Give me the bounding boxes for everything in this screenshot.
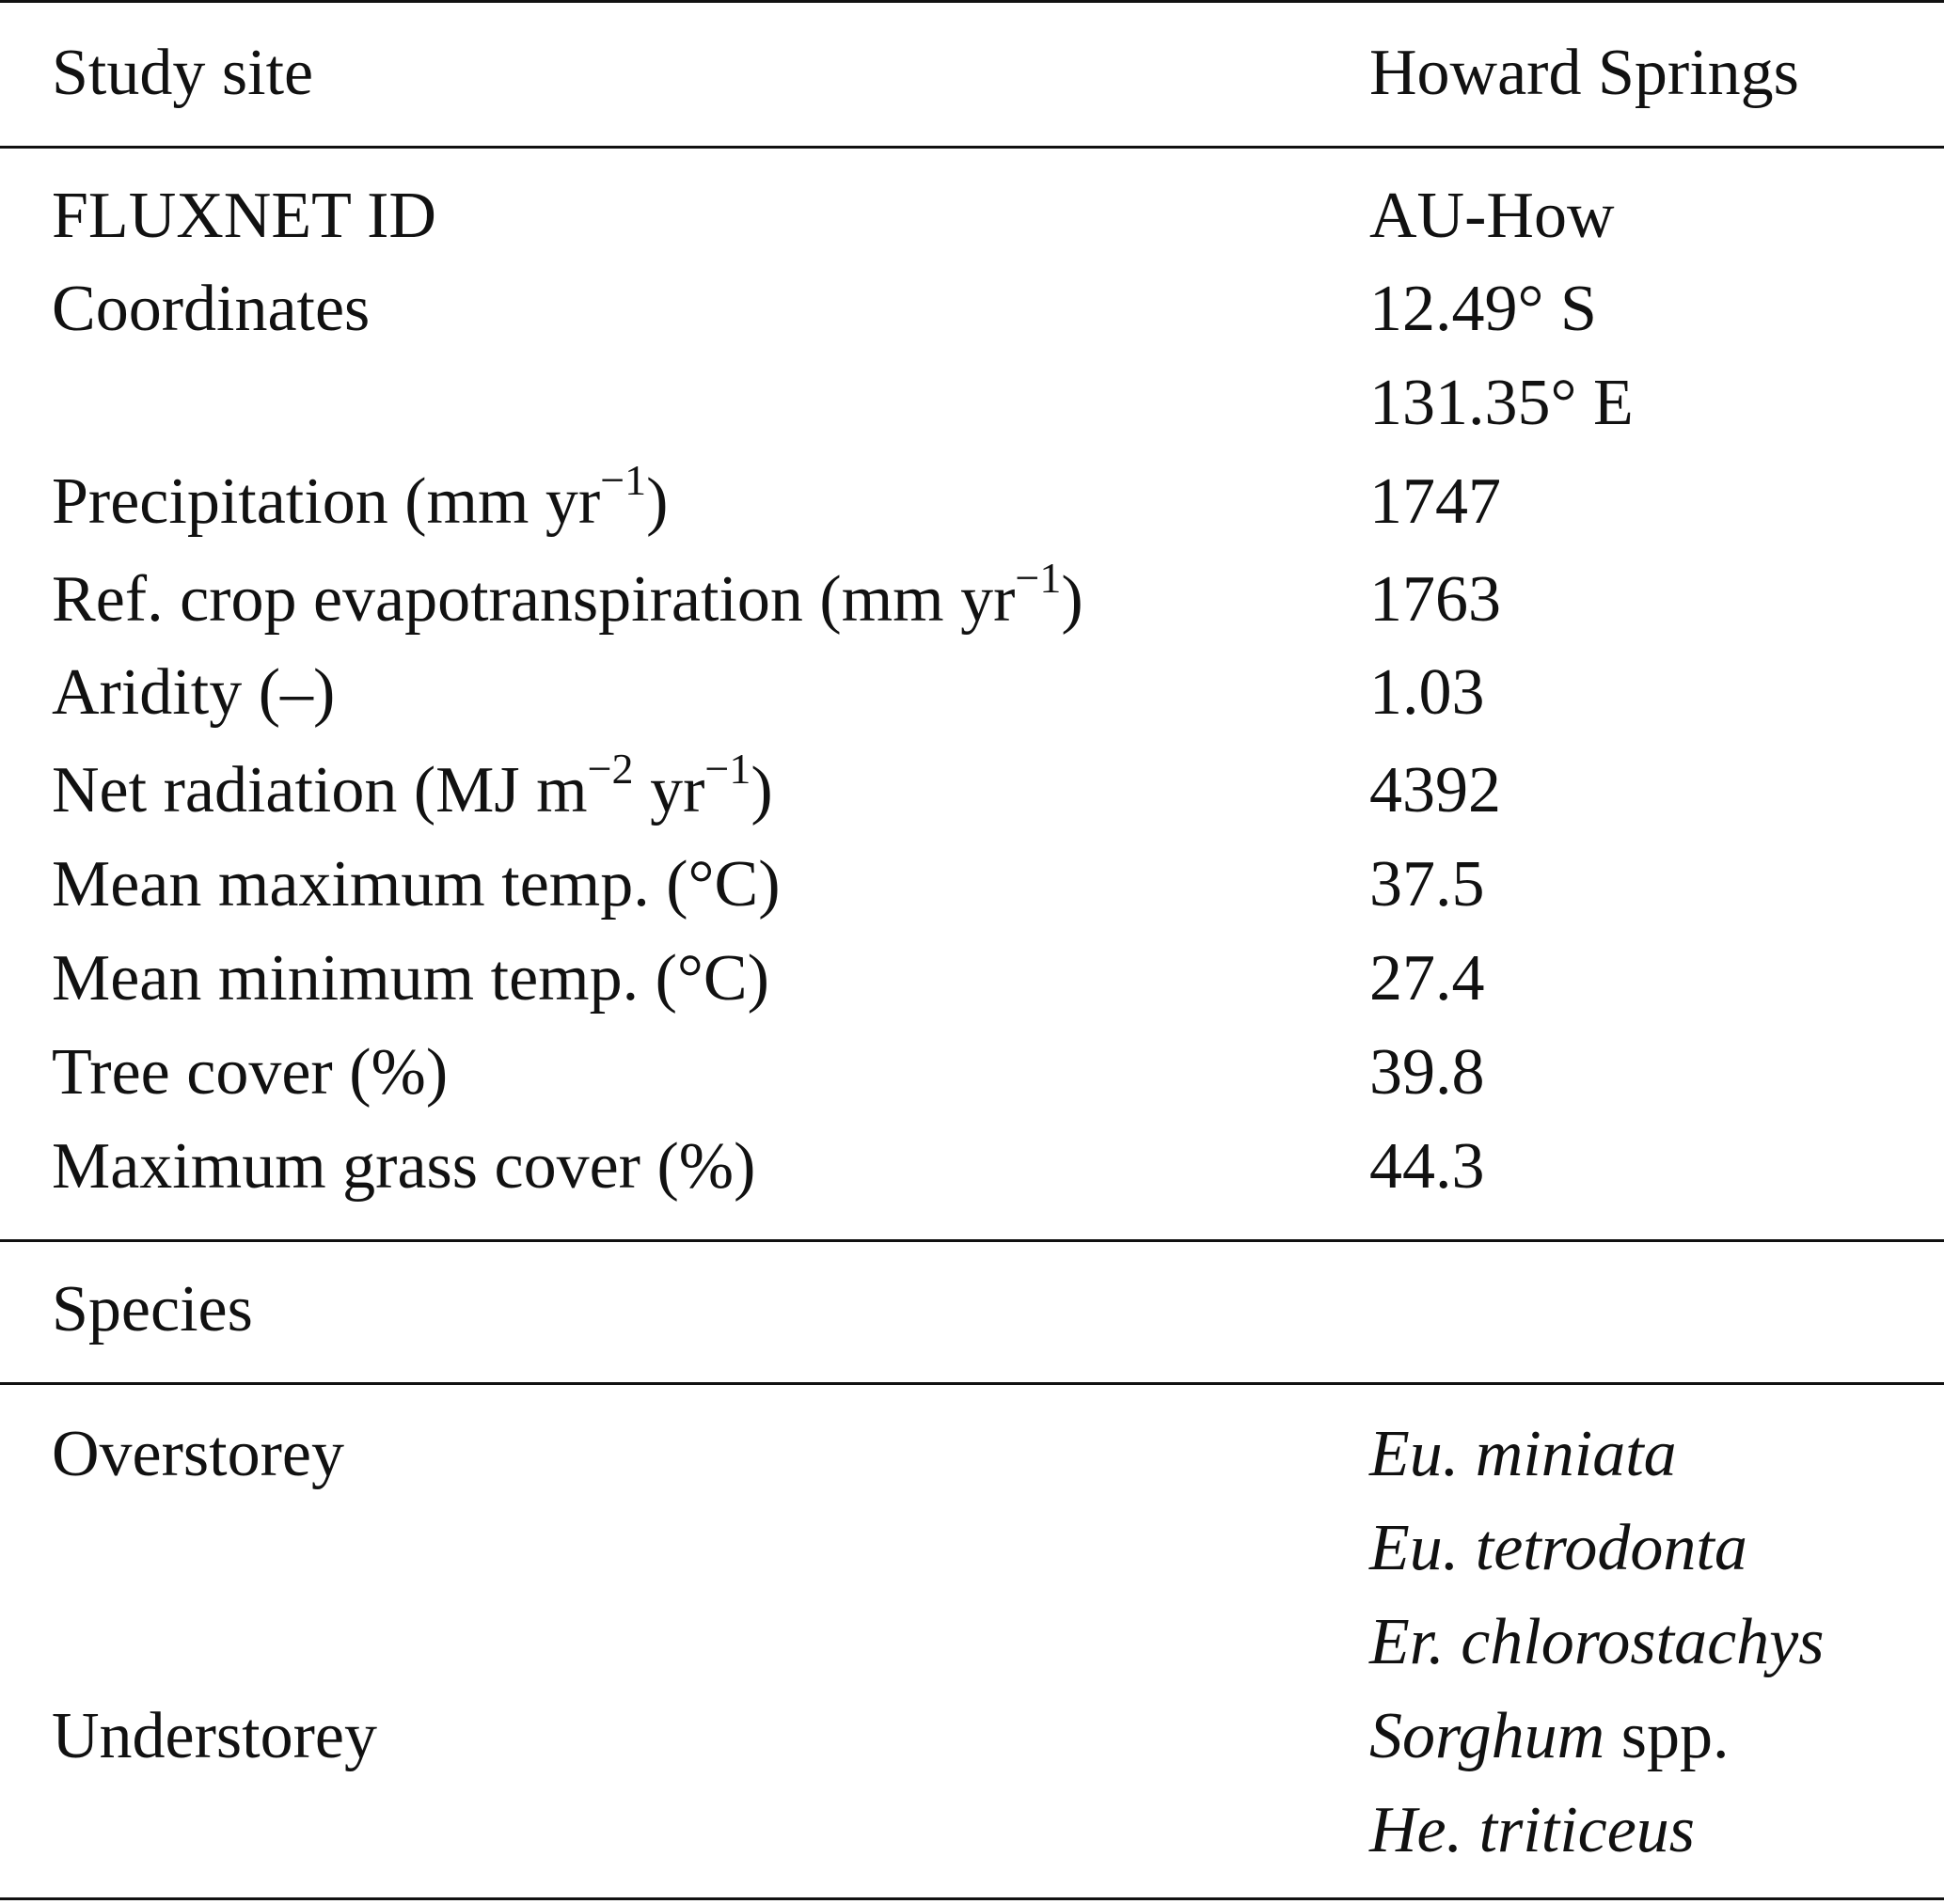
evapotranspiration-unit-exponent: −1 [1015,553,1062,602]
understorey-spp: spp. [1604,1700,1730,1772]
row-label-max-grass-cover: Maximum grass cover (%) [52,1130,756,1203]
precipitation-label-close: ) [646,465,669,538]
row-label-fluxnet-id: FLUXNET ID [52,180,436,252]
row-label-mean-max-temp: Mean maximum temp. (°C) [52,848,781,921]
row-value-latitude: 12.49° S [1369,273,1597,345]
header-site-name: Howard Springs [1369,37,1799,109]
species-header: Species [52,1273,253,1345]
row-label-aridity: Aridity (–) [52,656,336,729]
species-top-rule [0,1239,1944,1242]
overstorey-species-3: Er. chlorostachys [1369,1606,1825,1678]
row-label-tree-cover: Tree cover (%) [52,1036,449,1109]
row-value-longitude: 131.35° E [1369,367,1634,439]
species-header-rule [0,1382,1944,1385]
row-value-precipitation: 1747 [1369,465,1501,538]
row-label-precipitation: Precipitation (mm yr−1) [52,458,668,535]
precipitation-label-text: Precipitation (mm yr [52,465,601,538]
row-value-aridity: 1.03 [1369,656,1485,729]
row-value-evapotranspiration: 1763 [1369,563,1501,636]
understorey-species-1: Sorghum spp. [1369,1704,1729,1770]
bottom-rule [0,1897,1944,1900]
row-label-coordinates: Coordinates [52,273,371,345]
row-value-tree-cover: 39.8 [1369,1036,1485,1109]
row-label-net-radiation: Net radiation (MJ m−2 yr−1) [52,747,773,824]
row-value-max-grass-cover: 44.3 [1369,1130,1485,1203]
net-radiation-label-text: Net radiation (MJ m [52,754,588,826]
header-rule [0,146,1944,149]
row-label-mean-min-temp: Mean minimum temp. (°C) [52,942,769,1015]
understorey-species-2: He. triticeus [1369,1794,1696,1866]
overstorey-label: Overstorey [52,1418,345,1490]
understorey-genus: Sorghum [1369,1700,1605,1772]
row-value-mean-max-temp: 37.5 [1369,848,1485,921]
row-value-fluxnet-id: AU-How [1369,180,1615,252]
understorey-label: Understorey [52,1700,378,1772]
net-radiation-area-exponent: −2 [587,744,634,793]
net-radiation-year-exponent: −1 [704,744,751,793]
row-label-evapotranspiration: Ref. crop evapotranspiration (mm yr−1) [52,556,1083,633]
row-value-mean-min-temp: 27.4 [1369,942,1485,1015]
precipitation-unit-exponent: −1 [600,455,647,504]
header-study-site: Study site [52,37,314,109]
net-radiation-label-year: yr [633,754,705,826]
net-radiation-label-close: ) [751,754,773,826]
row-value-net-radiation: 4392 [1369,754,1501,826]
evapotranspiration-label-close: ) [1061,563,1083,636]
overstorey-species-2: Eu. tetrodonta [1369,1512,1747,1584]
evapotranspiration-label-text: Ref. crop evapotranspiration (mm yr [52,563,1016,636]
overstorey-species-1: Eu. miniata [1369,1418,1677,1490]
top-rule [0,0,1944,3]
